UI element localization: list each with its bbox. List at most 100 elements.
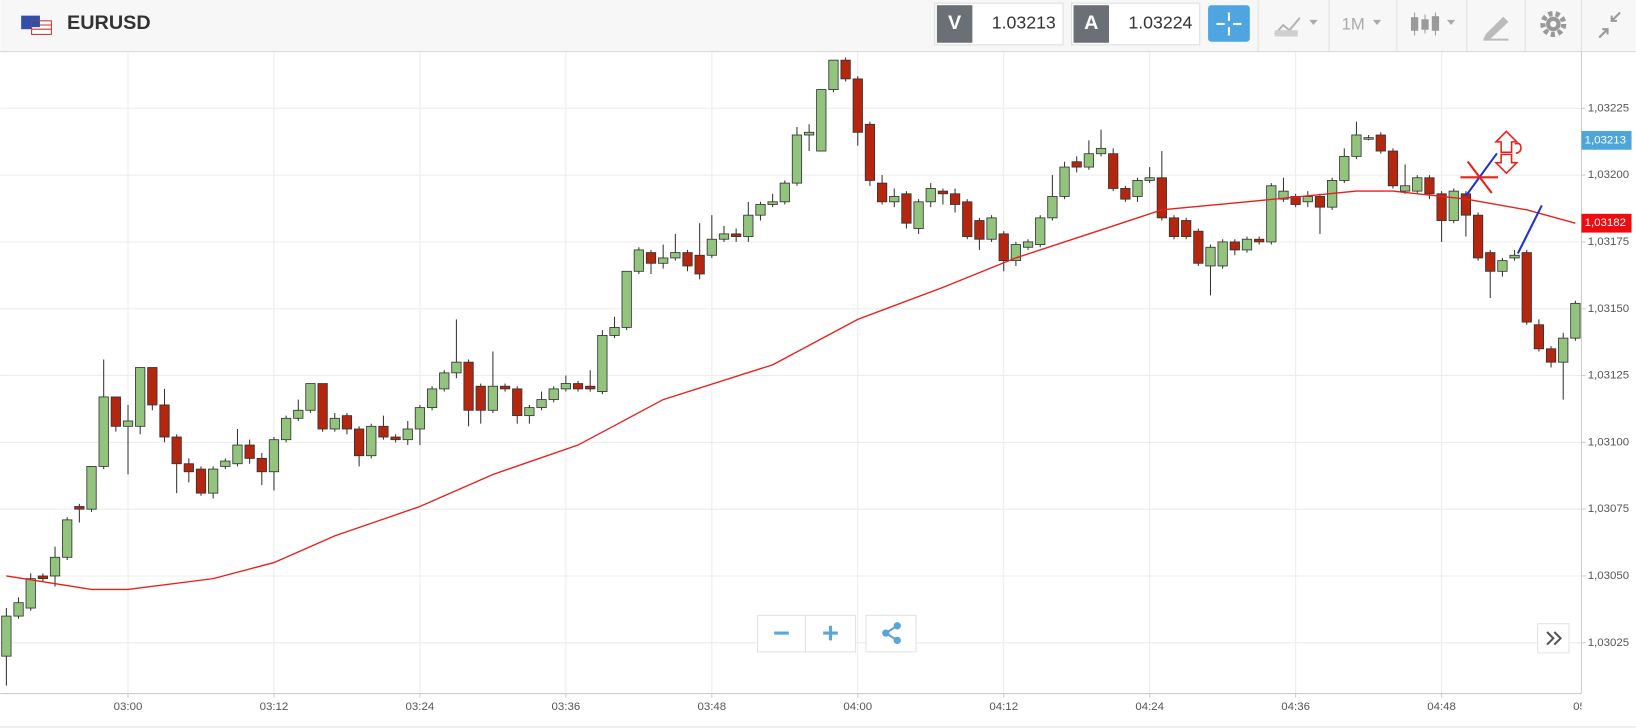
candle-body [1217, 241, 1228, 267]
chart-type-button[interactable] [1274, 17, 1318, 37]
candle-body [718, 233, 730, 240]
y-tick-label: 1,03075 [1588, 503, 1629, 515]
toolbar: EURUSD V 1.03213 A 1.03224 1M [0, 0, 1636, 53]
candle-body [1363, 137, 1374, 140]
candle-body [62, 519, 73, 558]
candle-body [232, 444, 243, 465]
bid-price: 1.03213 [992, 13, 1056, 33]
candle-body [122, 420, 134, 427]
candle-body [1059, 166, 1070, 197]
candle-body [1108, 153, 1119, 189]
draw-tool-button[interactable] [1483, 16, 1509, 41]
candle-body [353, 428, 365, 457]
x-axis-area [0, 693, 1636, 728]
collapse-button[interactable] [1598, 11, 1621, 39]
ask-price: 1.03224 [1128, 13, 1192, 33]
candle-body [426, 388, 438, 409]
x-tick-label: 04:00 [843, 701, 872, 713]
candle-body [597, 335, 608, 392]
candle-body [767, 201, 778, 205]
bid-box[interactable]: V 1.03213 [934, 2, 1064, 46]
candle-body [1302, 196, 1313, 203]
candle-body [1558, 337, 1569, 363]
candle-body [962, 201, 973, 237]
candle-body [378, 425, 389, 438]
trend-line [1516, 205, 1543, 254]
candle-body [86, 465, 97, 510]
price-marker [1581, 213, 1632, 233]
ask-badge [1073, 5, 1109, 43]
candle-body [621, 270, 632, 328]
x-axis: 03:00 03:12 03:24 03:36 03:48 04:00 04:12 04:24… [114, 693, 1602, 713]
candle-body [317, 383, 328, 430]
ask-label: A [1084, 12, 1098, 34]
zoom-in-button[interactable] [804, 614, 857, 653]
candle-body [949, 193, 961, 205]
candle-body [1460, 193, 1472, 216]
candle-body [256, 457, 267, 473]
candle-body [220, 460, 231, 467]
ask-box[interactable]: A 1.03224 [1070, 2, 1201, 46]
candle-style-button[interactable] [1410, 12, 1456, 36]
x-tick-label: 03:36 [552, 701, 581, 713]
candle-body [37, 575, 48, 580]
candle-body [1399, 185, 1411, 192]
candle-body [1424, 177, 1435, 195]
candle-body [1120, 188, 1131, 200]
candle-body [1156, 177, 1167, 219]
price-marker-label: 1,03182 [1585, 217, 1626, 229]
candle-body [536, 399, 547, 409]
settings-button[interactable] [1540, 10, 1567, 38]
y-tick-label: 1,03050 [1588, 570, 1629, 582]
candle-body [901, 193, 912, 224]
candle-body [208, 468, 219, 494]
candle-body [1314, 196, 1326, 208]
candle-body [937, 190, 949, 195]
candle-body [864, 123, 876, 181]
zoom-out-button[interactable] [756, 614, 807, 653]
candle-body [341, 415, 353, 430]
candle-body [682, 252, 693, 267]
trend-line [1464, 152, 1498, 197]
timeframe-button[interactable]: 1M [1342, 14, 1382, 33]
candle-body [1545, 348, 1557, 363]
candle-body [281, 417, 292, 441]
candle-body [1241, 238, 1253, 251]
candle-body [329, 417, 340, 430]
timeframe: 1M [1342, 14, 1365, 33]
share-button[interactable] [865, 614, 917, 653]
candle-body [755, 204, 766, 216]
candle-body [925, 188, 936, 203]
moving-average-layer [6, 190, 1576, 591]
candle-body [390, 436, 401, 441]
candle-body [1509, 254, 1520, 259]
candle-body [487, 385, 499, 411]
candle-body [439, 372, 450, 390]
bid-badge [936, 5, 973, 43]
candle-body [414, 407, 426, 430]
candle-body [1071, 161, 1082, 168]
candle-body [998, 233, 1009, 262]
candle-body [402, 428, 413, 441]
candle-body [974, 220, 985, 240]
candle-body [889, 196, 900, 203]
scroll-end-button[interactable] [1537, 623, 1570, 654]
candle-body [1436, 193, 1447, 221]
candle-body [171, 436, 182, 465]
candle-body [195, 468, 207, 494]
crosshair-button[interactable] [1208, 5, 1250, 42]
y-tick-label: 1,03025 [1588, 637, 1629, 649]
y-tick-label: 1,03100 [1588, 436, 1629, 448]
arrow-up-icon [1494, 130, 1519, 154]
y-tick-label: 1,03150 [1588, 303, 1629, 315]
candle-body [986, 217, 997, 240]
y-axis-area [1581, 52, 1636, 728]
candle-body [572, 383, 584, 390]
candle-body [49, 556, 61, 577]
price-marker [1581, 130, 1632, 150]
candle-body [731, 233, 742, 237]
candle-body [1485, 252, 1496, 272]
candle-body [633, 249, 644, 272]
y-tick-label: 1,03125 [1588, 370, 1629, 382]
